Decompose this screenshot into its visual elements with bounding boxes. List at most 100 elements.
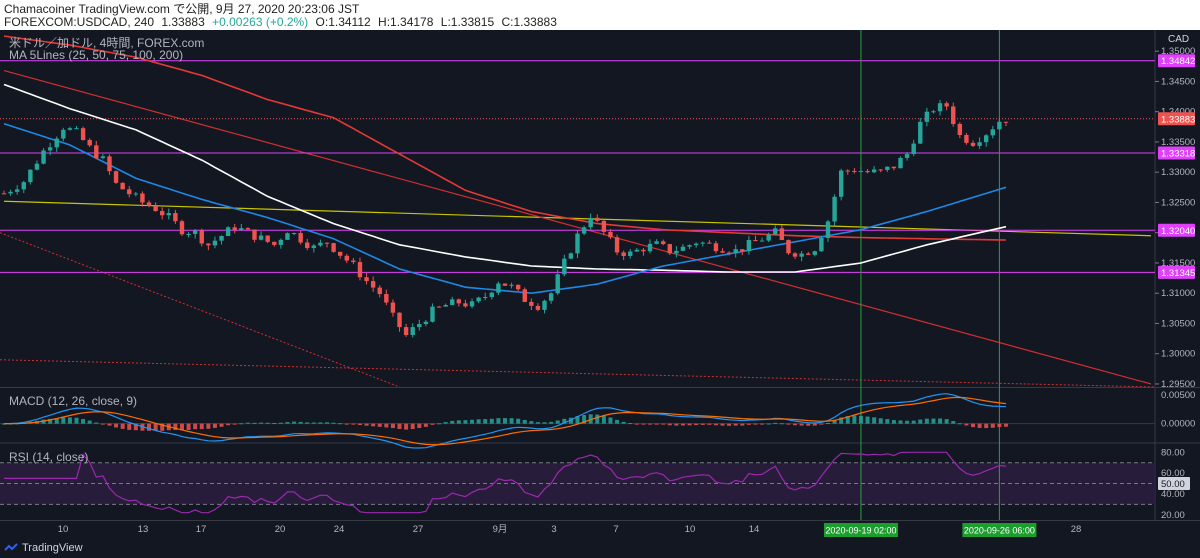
symbol-label: FOREXCOM:USDCAD, 240 xyxy=(4,15,155,29)
macd-histogram-bar xyxy=(390,423,395,429)
rsi-current-tag xyxy=(1158,477,1190,491)
macd-histogram-bar xyxy=(397,423,402,429)
candle-body xyxy=(450,299,455,306)
macd-histogram-bar xyxy=(133,423,138,431)
candle-body xyxy=(740,249,745,252)
candle-body xyxy=(41,150,46,164)
time-tick-label: 14 xyxy=(749,524,760,535)
macd-histogram-bar xyxy=(595,414,600,424)
candle-body xyxy=(997,121,1002,130)
time-tick-label: 10 xyxy=(58,524,69,535)
macd-histogram-bar xyxy=(667,423,672,426)
macd-histogram-bar xyxy=(674,423,679,426)
chart-area[interactable]: CAD 1.35000 1.34500 1.34000 1.33500 1.33000 1.… xyxy=(0,30,1200,538)
macd-histogram-bar xyxy=(522,419,527,424)
macd-histogram-bar xyxy=(938,418,943,424)
tradingview-logo-icon xyxy=(4,543,18,551)
macd-histogram-bar xyxy=(285,422,290,424)
macd-histogram-bar xyxy=(984,423,989,429)
macd-histogram-bar xyxy=(971,423,976,428)
macd-histogram-bar xyxy=(212,423,217,428)
candle-body xyxy=(687,245,692,247)
macd-histogram-bar xyxy=(463,420,468,424)
price-tick-label: 1.33000 xyxy=(1161,167,1195,178)
candle-body xyxy=(364,277,369,282)
macd-histogram-bar xyxy=(54,418,59,424)
macd-histogram-bar xyxy=(206,423,211,429)
macd-histogram-bar xyxy=(694,423,699,426)
macd-histogram-bar xyxy=(186,423,191,430)
macd-histogram-bar xyxy=(1003,423,1008,427)
candle-body xyxy=(34,163,40,170)
candle-body xyxy=(832,196,837,222)
macd-histogram-bar xyxy=(430,423,435,425)
macd-histogram-bar xyxy=(331,422,336,424)
price-tick-label: 1.34500 xyxy=(1161,76,1195,87)
candle-body xyxy=(581,227,587,234)
time-tick-label: 9月 xyxy=(493,524,508,535)
macd-histogram-bar xyxy=(615,419,620,424)
macd-signal-line xyxy=(4,396,1007,446)
candle-body xyxy=(838,170,844,197)
macd-histogram-bar xyxy=(905,420,910,424)
candle-body xyxy=(239,228,244,230)
macd-histogram-bar xyxy=(878,418,883,424)
candle-body xyxy=(324,242,330,244)
macd-histogram-bar xyxy=(61,417,66,424)
candle-body xyxy=(766,234,771,241)
candle-body xyxy=(529,301,534,306)
candle-body xyxy=(219,236,224,241)
macd-histogram-bar xyxy=(357,423,362,426)
candle-body xyxy=(865,171,870,173)
candle-body xyxy=(298,233,303,243)
candle-body xyxy=(107,156,112,172)
candle-body xyxy=(852,171,857,173)
candle-body xyxy=(733,249,738,254)
time-tick-label: 27 xyxy=(413,524,424,535)
candle-body xyxy=(548,293,554,301)
level-tag-label: 1.34842 xyxy=(1161,56,1195,67)
price-tick-label: 1.31500 xyxy=(1161,258,1195,269)
candle-body xyxy=(397,312,402,328)
candle-body xyxy=(621,252,626,257)
candle-body xyxy=(806,253,811,255)
candle-body xyxy=(318,242,323,246)
macd-histogram-bar xyxy=(858,415,863,424)
price-tick-label: 1.29500 xyxy=(1161,379,1195,390)
marker-time-tag xyxy=(962,523,1037,537)
macd-histogram-bar xyxy=(351,423,356,425)
candle-body xyxy=(588,217,593,228)
candle-body xyxy=(61,129,66,139)
candle-body xyxy=(443,305,448,307)
candle-body xyxy=(199,230,204,244)
candle-body xyxy=(463,303,468,307)
macd-histogram-bar xyxy=(404,423,409,430)
candle-body xyxy=(245,228,251,230)
macd-histogram-bar xyxy=(114,423,119,428)
candle-body xyxy=(100,156,106,159)
candle-body xyxy=(160,211,165,216)
candle-body xyxy=(1003,121,1009,123)
candle-body xyxy=(944,103,949,107)
macd-histogram-bar xyxy=(661,423,666,425)
candle-body xyxy=(179,221,185,235)
candle-body xyxy=(74,128,79,130)
rsi-current-label: 50.00 xyxy=(1161,479,1185,490)
publish-info: Chamacoiner TradingView.com で公開, 9月 27, … xyxy=(4,2,360,16)
macd-histogram-bar xyxy=(371,423,376,427)
macd-histogram-bar xyxy=(680,423,685,426)
macd-histogram-bar xyxy=(720,423,725,426)
macd-histogram-bar xyxy=(885,419,890,424)
candle-body xyxy=(667,244,672,254)
candle-body xyxy=(390,302,396,313)
candle-body xyxy=(601,220,607,232)
macd-histogram-bar xyxy=(259,422,264,424)
candle-body xyxy=(14,189,20,192)
candle-body xyxy=(469,301,475,307)
time-tick-label: 28 xyxy=(1071,524,1082,535)
candle-body xyxy=(272,241,277,245)
macd-histogram-bar xyxy=(628,423,633,425)
ma-line-fast xyxy=(3,123,1007,295)
candle-body xyxy=(792,253,798,257)
